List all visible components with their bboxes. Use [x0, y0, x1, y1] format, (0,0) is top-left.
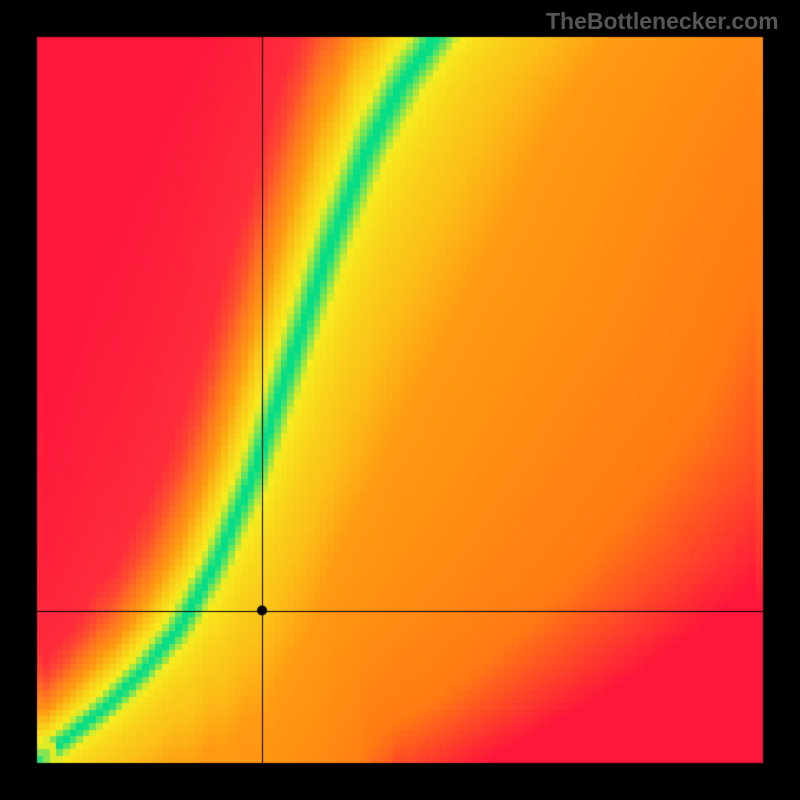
bottleneck-heatmap — [0, 0, 800, 800]
watermark-text: TheBottlenecker.com — [546, 8, 779, 35]
